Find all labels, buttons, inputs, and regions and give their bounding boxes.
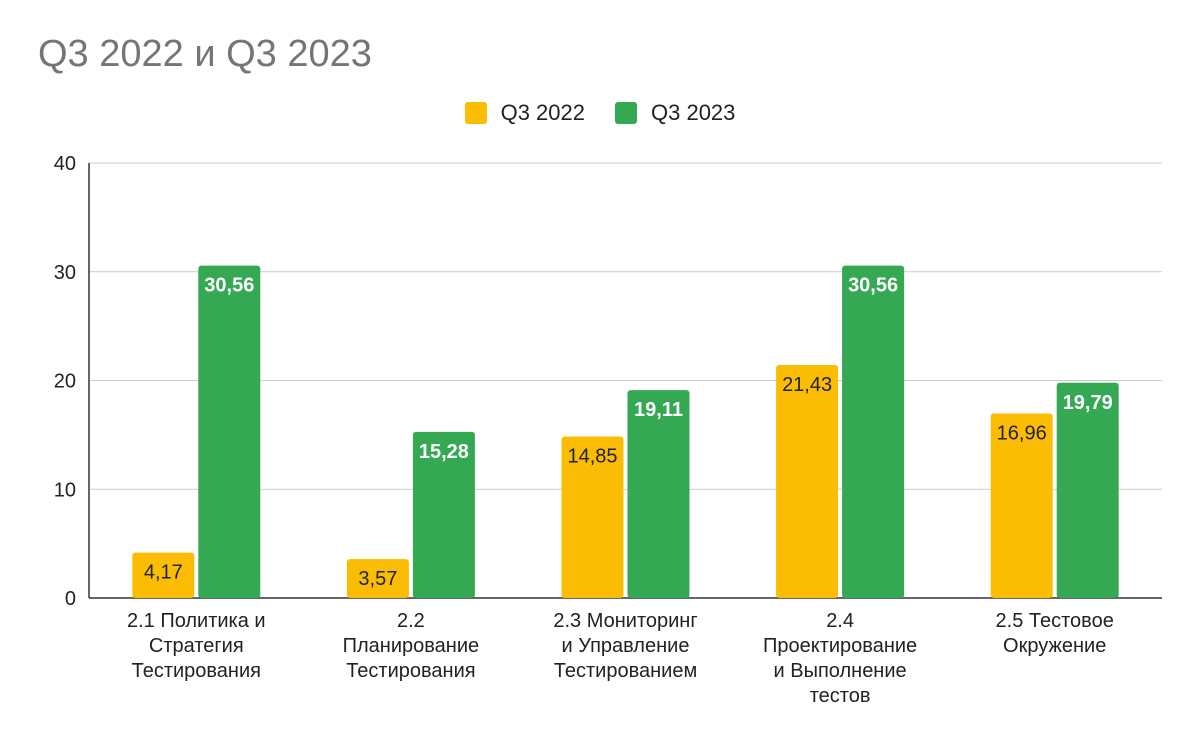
y-tick-label: 40 xyxy=(54,153,76,175)
category-label: и Управление xyxy=(562,635,690,657)
data-label: 21,43 xyxy=(782,374,832,396)
category-label: Планирование xyxy=(343,635,480,657)
category-label: Тестирования xyxy=(346,660,475,682)
bar xyxy=(990,413,1053,598)
category-label: 2.4 xyxy=(826,610,854,632)
bar xyxy=(627,390,690,598)
legend-label-q3-2022: Q3 2022 xyxy=(500,100,585,125)
data-label: 15,28 xyxy=(419,441,469,463)
category-label: Стратегия xyxy=(149,635,244,657)
data-label: 4,17 xyxy=(144,562,183,584)
legend-swatch-q3-2023 xyxy=(615,102,637,124)
data-label: 19,79 xyxy=(1063,392,1113,414)
bar xyxy=(842,265,905,598)
legend-label-q3-2023: Q3 2023 xyxy=(651,100,736,125)
category-label: Тестирования xyxy=(132,660,261,682)
legend: Q3 2022 Q3 2023 xyxy=(0,100,1200,126)
bar xyxy=(412,431,475,598)
y-tick-label: 30 xyxy=(54,262,76,284)
category-label: 2.3 Мониторинг xyxy=(553,610,697,632)
category-label: Окружение xyxy=(1003,635,1106,657)
y-tick-label: 0 xyxy=(65,588,76,610)
legend-item-q3-2023: Q3 2023 xyxy=(615,100,735,126)
bar xyxy=(198,265,261,598)
legend-swatch-q3-2022 xyxy=(464,102,487,124)
bar xyxy=(776,364,839,598)
y-tick-label: 20 xyxy=(54,371,76,393)
category-label: тестов xyxy=(810,685,871,707)
data-label: 16,96 xyxy=(997,423,1047,445)
bar xyxy=(132,552,195,598)
bar xyxy=(1056,382,1119,598)
category-label: Проектирование xyxy=(763,635,917,657)
data-label: 19,11 xyxy=(634,399,683,421)
data-label: 14,85 xyxy=(567,446,617,468)
category-label: 2.2 xyxy=(397,610,425,632)
bar xyxy=(561,436,624,598)
category-label: и Выполнение xyxy=(774,660,907,682)
category-label: 2.1 Политика и xyxy=(127,610,266,632)
data-label: 30,56 xyxy=(848,275,898,297)
category-label: Тестированием xyxy=(554,660,697,682)
data-label: 3,57 xyxy=(358,568,397,590)
y-tick-label: 10 xyxy=(54,479,76,501)
category-label: 2.5 Тестовое xyxy=(996,610,1114,632)
data-label: 30,56 xyxy=(204,275,254,297)
chart-title: Q3 2022 и Q3 2023 xyxy=(38,33,372,75)
legend-item-q3-2022: Q3 2022 xyxy=(464,100,585,126)
bar xyxy=(346,559,409,598)
